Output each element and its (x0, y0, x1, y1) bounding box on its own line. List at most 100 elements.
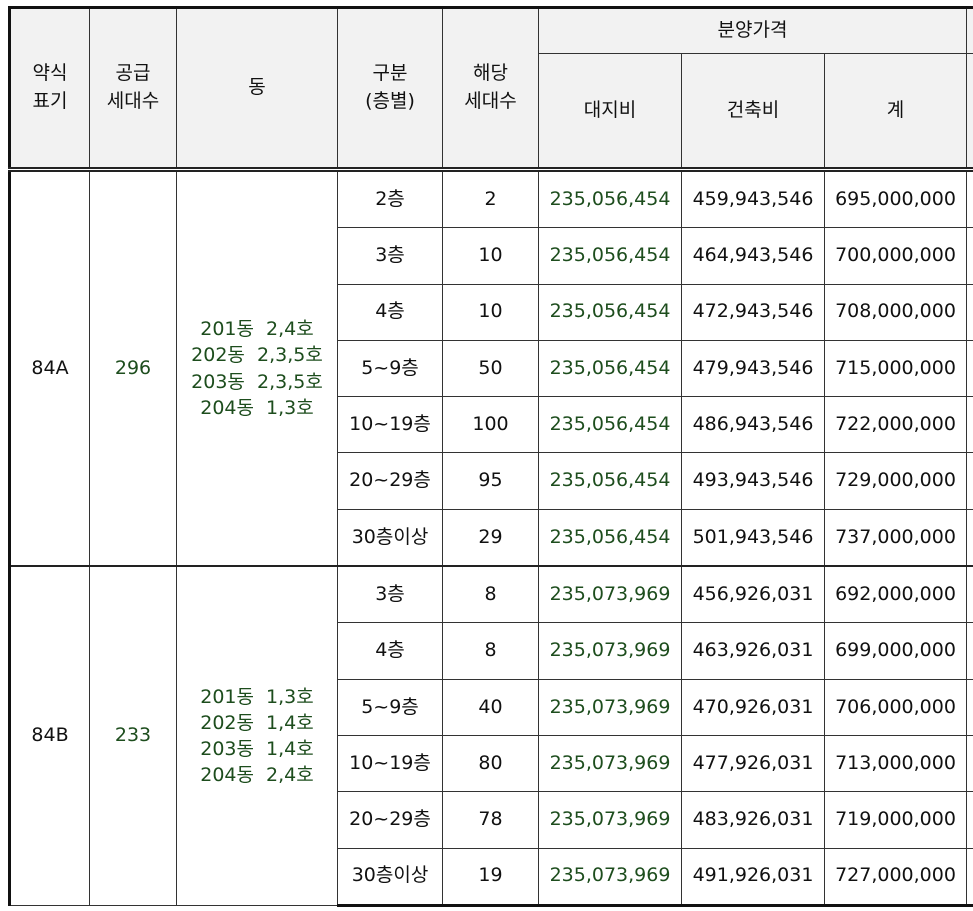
total-cell: 722,000,000 (824, 396, 967, 454)
building-cell: 201동 1,3호 202동 1,4호 203동 1,4호 204동 2,4호 (176, 565, 338, 906)
units-cell: 29 (442, 508, 539, 567)
floor-cell: 10~19층 (337, 396, 443, 454)
table-row: 10~19층 100 235,056,454 486,943,546 722,000,0… (10, 396, 973, 454)
land-cost-cell: 235,056,454 (538, 283, 682, 341)
table-row: 5~9층 40 235,073,969 470,926,031 706,000,000 (10, 678, 973, 736)
construction-cost-cell: 470,926,031 (681, 678, 825, 736)
units-cell: 40 (442, 678, 539, 736)
table-row: 4층 8 235,073,969 463,926,031 699,000,000 (10, 622, 973, 680)
price-table-container: 약식 표기 공급 세대수 동 구분 (층별) 해당 세대수 분양가격 대지비 건축비 계 (8, 6, 973, 907)
cut-off-cell (966, 565, 973, 624)
cut-off-cell (966, 396, 973, 454)
land-cost-cell: 235,073,969 (538, 847, 682, 907)
cut-off-cell (966, 508, 973, 567)
floor-cell: 30층이상 (337, 508, 443, 567)
total-cell: 708,000,000 (824, 283, 967, 341)
construction-cost-cell: 491,926,031 (681, 847, 825, 907)
floor-cell: 3층 (337, 565, 443, 624)
floor-cell: 4층 (337, 283, 443, 341)
construction-cost-cell: 477,926,031 (681, 734, 825, 793)
units-cell: 10 (442, 227, 539, 285)
floor-cell: 5~9층 (337, 339, 443, 398)
header-construction-cost: 건축비 (681, 53, 825, 172)
total-cell: 715,000,000 (824, 339, 967, 398)
total-cell: 700,000,000 (824, 227, 967, 285)
cut-off-cell (966, 791, 973, 849)
building-line: 203동 1,4호 (200, 737, 314, 760)
supply-units-cell: 296 (89, 167, 177, 567)
floor-cell: 20~29층 (337, 791, 443, 849)
units-cell: 80 (442, 734, 539, 793)
land-cost-cell: 235,056,454 (538, 452, 682, 510)
header-sale-price: 분양가격 (538, 6, 967, 54)
cut-off-cell (966, 283, 973, 341)
header-applicable-units: 해당 세대수 (442, 6, 539, 170)
total-cell: 737,000,000 (824, 508, 967, 567)
cut-off-cell (966, 166, 973, 229)
table-row: 20~29층 78 235,073,969 483,926,031 719,000,00… (10, 791, 973, 849)
building-line: 201동 2,4호 (200, 318, 314, 341)
land-cost-cell: 235,056,454 (538, 396, 682, 454)
total-cell: 706,000,000 (824, 678, 967, 736)
floor-cell: 3층 (337, 227, 443, 285)
units-cell: 2 (442, 166, 539, 229)
cut-off-cell (966, 339, 973, 398)
construction-cost-cell: 463,926,031 (681, 622, 825, 680)
cut-off-cell (966, 622, 973, 680)
total-cell: 695,000,000 (824, 166, 967, 229)
table-row: 20~29층 95 235,056,454 493,943,546 729,000,00… (10, 452, 973, 510)
floor-cell: 5~9층 (337, 678, 443, 736)
construction-cost-cell: 472,943,546 (681, 283, 825, 341)
header-cut-off-2 (966, 53, 973, 172)
total-cell: 719,000,000 (824, 791, 967, 849)
building-line: 202동 2,3,5호 (191, 344, 323, 367)
construction-cost-cell: 459,943,546 (681, 166, 825, 229)
cut-off-cell (966, 847, 973, 907)
total-cell: 729,000,000 (824, 452, 967, 510)
header-building: 동 (176, 6, 338, 170)
units-cell: 8 (442, 565, 539, 624)
floor-cell: 2층 (337, 166, 443, 229)
sale-price-table: 약식 표기 공급 세대수 동 구분 (층별) 해당 세대수 분양가격 대지비 건축비 계 (8, 6, 973, 907)
table-row: 5~9층 50 235,056,454 479,943,546 715,000,000 (10, 339, 973, 398)
building-line: 203동 2,3,5호 (191, 370, 323, 393)
header-total: 계 (824, 53, 967, 172)
cut-off-cell (966, 227, 973, 285)
building-line: 204동 1,3호 (200, 396, 314, 419)
construction-cost-cell: 464,943,546 (681, 227, 825, 285)
construction-cost-cell: 479,943,546 (681, 339, 825, 398)
land-cost-cell: 235,056,454 (538, 339, 682, 398)
table-body: 84A 296 201동 2,4호 202동 2,3,5호 203동 2,3,5호 204… (8, 166, 973, 907)
land-cost-cell: 235,073,969 (538, 791, 682, 849)
total-cell: 699,000,000 (824, 622, 967, 680)
land-cost-cell: 235,056,454 (538, 227, 682, 285)
table-row: 4층 10 235,056,454 472,943,546 708,000,000 (10, 283, 973, 341)
building-line: 201동 1,3호 (200, 685, 314, 708)
land-cost-cell: 235,056,454 (538, 508, 682, 567)
floor-cell: 30층이상 (337, 847, 443, 907)
construction-cost-cell: 501,943,546 (681, 508, 825, 567)
total-cell: 713,000,000 (824, 734, 967, 793)
land-cost-cell: 235,056,454 (538, 166, 682, 229)
table-row: 3층 10 235,056,454 464,943,546 700,000,000 (10, 227, 973, 285)
supply-units-cell: 233 (89, 565, 177, 906)
units-cell: 100 (442, 396, 539, 454)
floor-cell: 10~19층 (337, 734, 443, 793)
construction-cost-cell: 483,926,031 (681, 791, 825, 849)
total-cell: 692,000,000 (824, 565, 967, 624)
header-supply-units: 공급 세대수 (89, 6, 177, 170)
header-category: 구분 (층별) (337, 6, 443, 170)
table-row: 84A 296 201동 2,4호 202동 2,3,5호 203동 2,3,5호 204… (8, 166, 973, 567)
building-line: 204동 2,4호 (200, 764, 314, 787)
type-code-cell: 84B (8, 565, 90, 906)
table-row: 10~19층 80 235,073,969 477,926,031 713,000,00… (10, 734, 973, 793)
units-cell: 8 (442, 622, 539, 680)
construction-cost-cell: 486,943,546 (681, 396, 825, 454)
cut-off-cell (966, 734, 973, 793)
header-cut-off (966, 6, 973, 54)
units-cell: 19 (442, 847, 539, 907)
cut-off-cell (966, 452, 973, 510)
floor-cell: 20~29층 (337, 452, 443, 510)
building-line: 202동 1,4호 (200, 711, 314, 734)
total-cell: 727,000,000 (824, 847, 967, 907)
